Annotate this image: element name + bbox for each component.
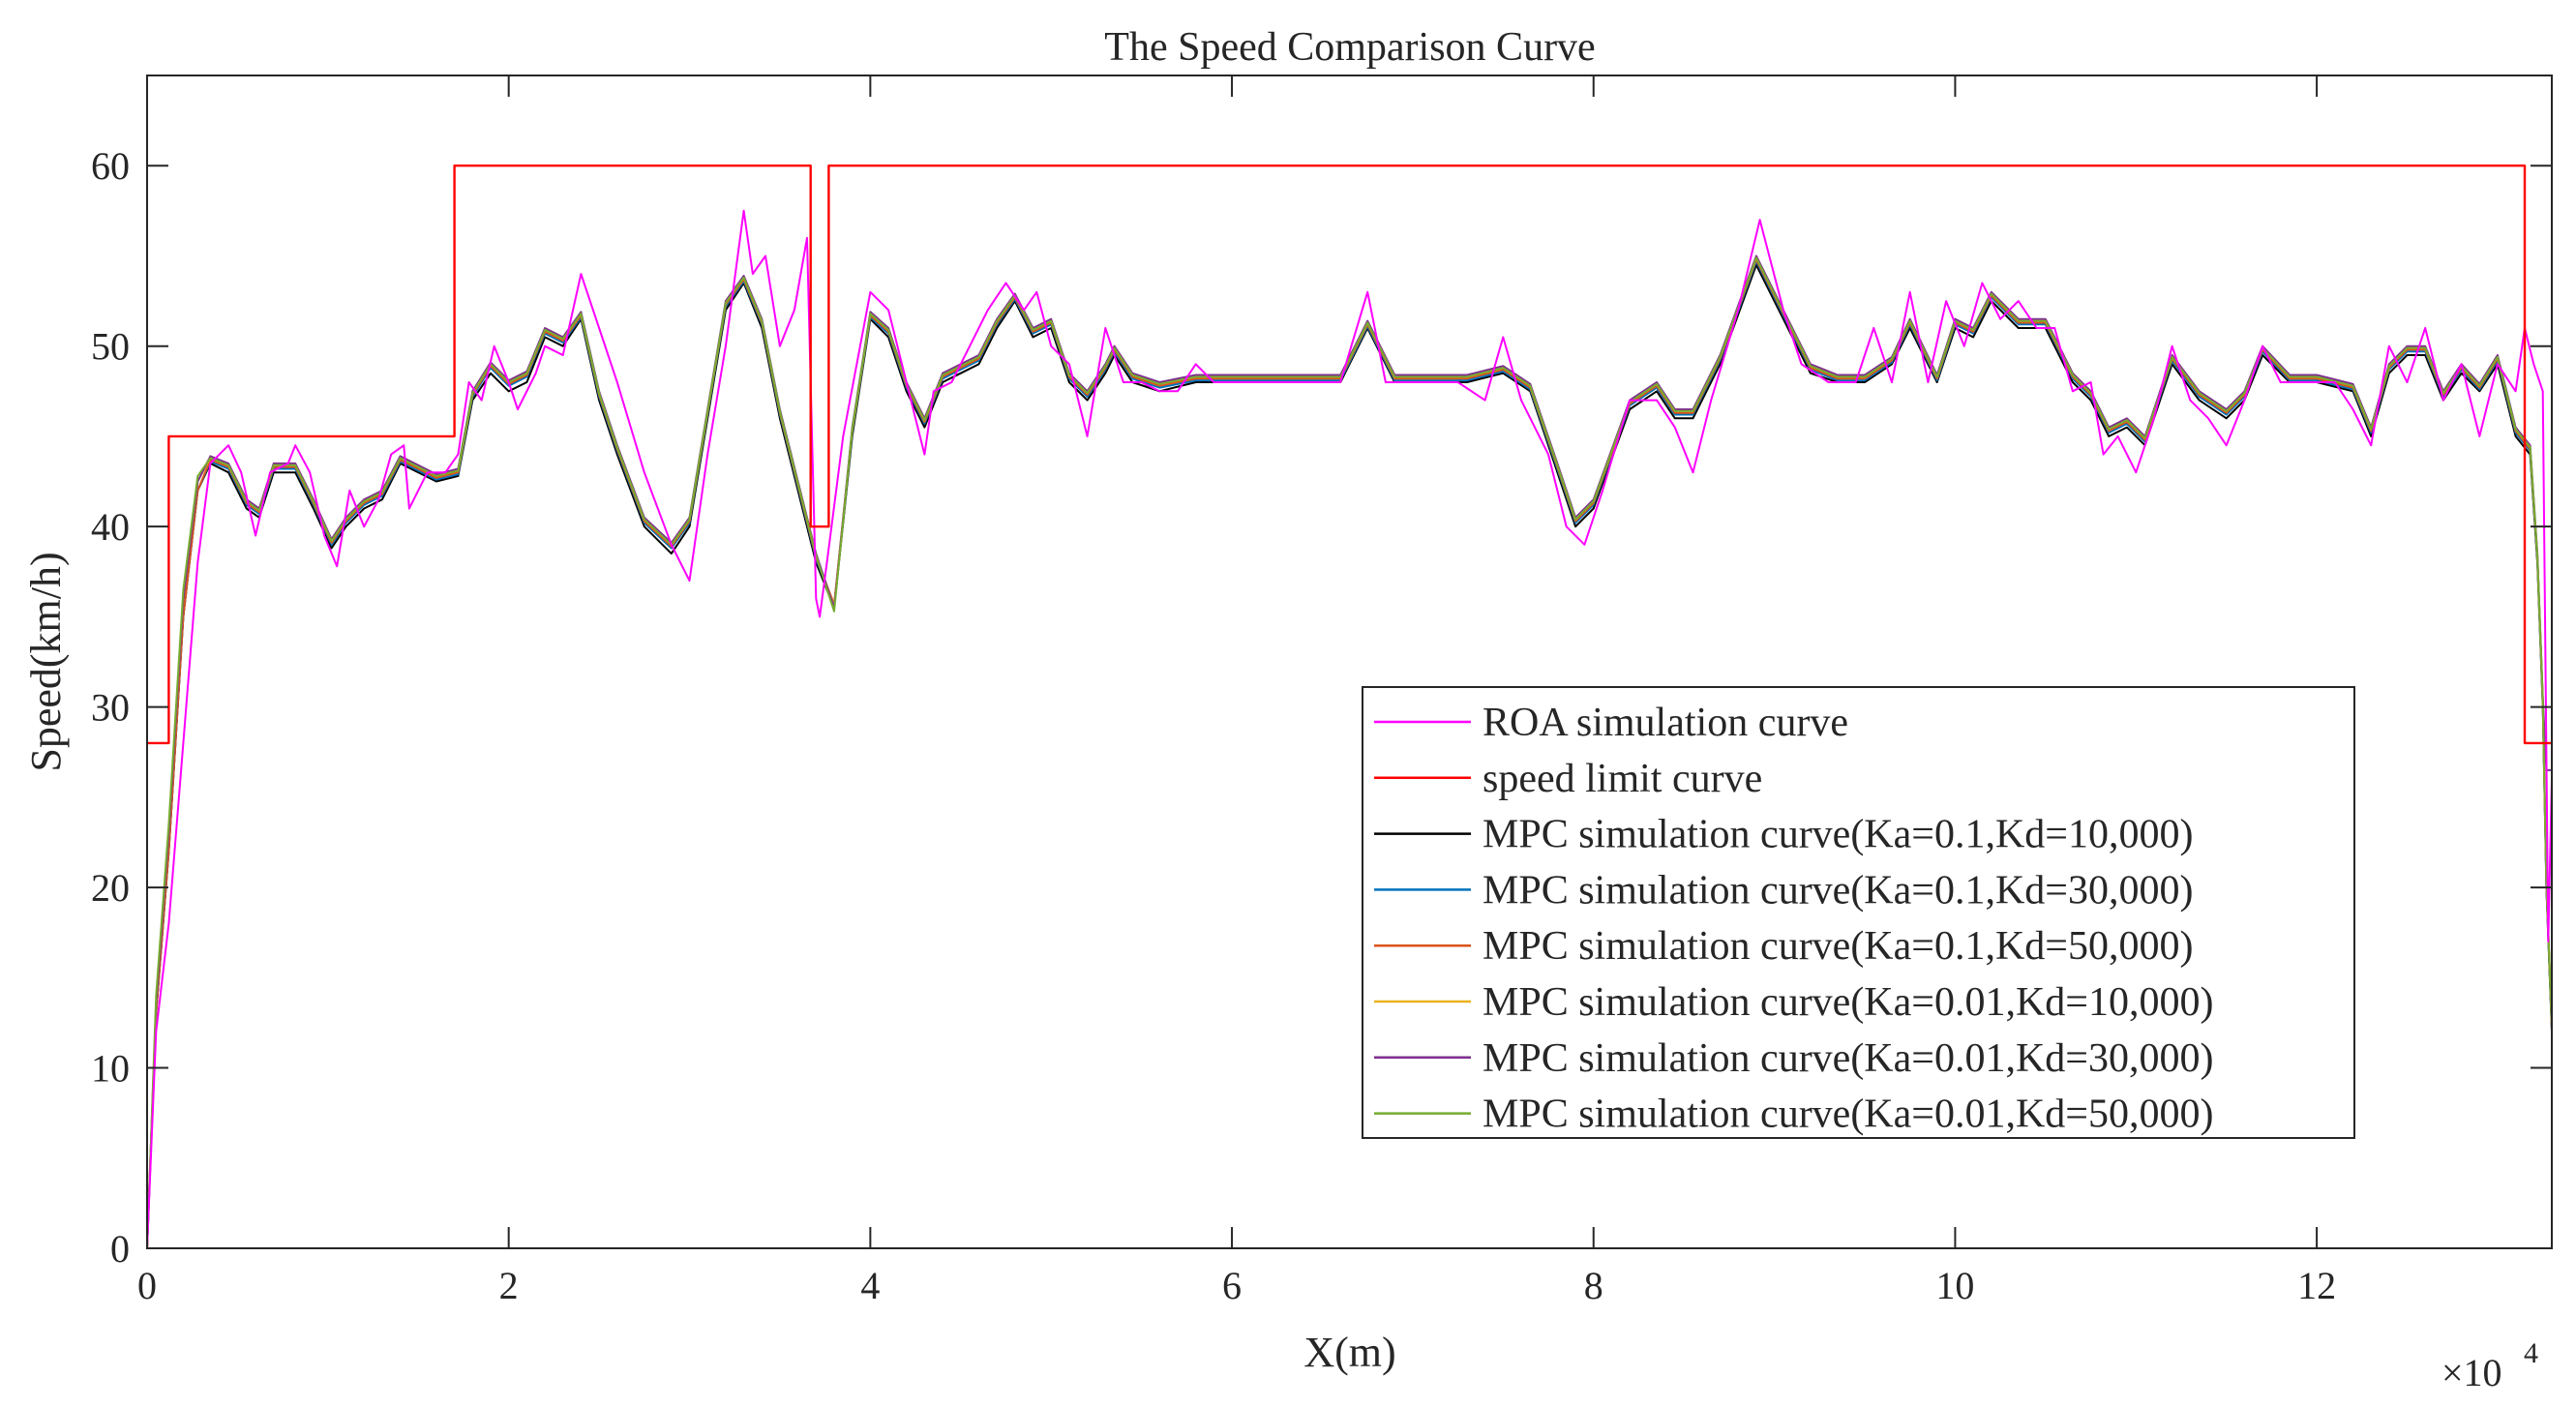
legend-label: MPC simulation curve(Ka=0.01,Kd=50,000) [1483,1093,2213,1137]
axis-ticks: 0 2 4 6 8 10 12 0 10 20 30 40 50 60 [91,75,2552,1307]
x-tick-label: 8 [1584,1264,1603,1307]
x-tick-label: 4 [860,1264,880,1307]
legend-label: ROA simulation curve [1483,701,1848,745]
legend-label: MPC simulation curve(Ka=0.01,Kd=10,000) [1483,980,2213,1025]
y-tick-label: 40 [91,505,130,549]
series-line-0 [147,209,2552,1248]
y-tick-label: 20 [91,866,130,910]
y-tick-label: 50 [91,325,130,369]
x-exponent-power: 4 [2524,1337,2538,1369]
y-tick-label: 0 [110,1227,130,1271]
x-axis-label: X(m) [1303,1329,1395,1376]
legend-label: MPC simulation curve(Ka=0.1,Kd=30,000) [1483,868,2193,913]
legend-label: MPC simulation curve(Ka=0.1,Kd=10,000) [1483,813,2193,857]
plot-area-frame [146,75,2553,1249]
x-tick-label: 0 [137,1264,157,1307]
y-tick-label: 10 [91,1047,130,1091]
x-tick-label: 2 [499,1264,519,1307]
x-tick-label: 10 [1935,1264,1974,1307]
legend-label: MPC simulation curve(Ka=0.01,Kd=30,000) [1483,1036,2213,1081]
series-layer [147,164,2552,1248]
y-tick-label: 30 [91,686,130,730]
chart-title: The Speed Comparison Curve [1104,25,1595,70]
series-line-1 [147,164,2552,745]
x-tick-label: 6 [1222,1264,1242,1307]
x-tick-label: 12 [2297,1264,2336,1307]
legend-label: speed limit curve [1483,757,1762,801]
legend-box [1362,686,2355,1139]
y-axis-label: Speed(km/h) [22,552,70,771]
y-tick-label: 60 [91,144,130,188]
legend-label: MPC simulation curve(Ka=0.1,Kd=50,000) [1483,924,2193,969]
x-exponent-base: ×10 [2441,1351,2502,1394]
legend: ROA simulation curve speed limit curve MPC… [1362,686,2355,1139]
